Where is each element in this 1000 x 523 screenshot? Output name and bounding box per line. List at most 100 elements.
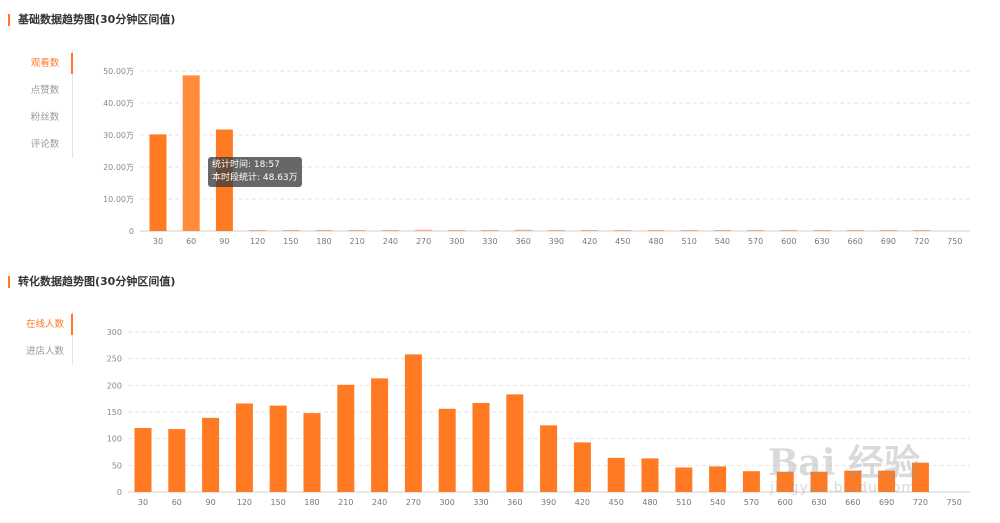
bar [913,230,931,231]
bar [675,467,693,492]
tab-fans[interactable]: 粉丝数 [30,112,60,123]
bar [315,230,333,231]
bar [911,462,929,492]
bar [514,229,532,231]
x-tick-label: 750 [947,498,962,507]
bar [742,471,760,492]
bar [680,230,698,231]
bar [641,458,659,492]
bar [149,134,167,231]
bar [780,230,798,231]
x-tick-label: 330 [482,237,497,246]
x-tick-label: 450 [609,498,624,507]
bar [813,230,831,231]
y-tick-label: 20.00万 [103,163,134,172]
bar [647,230,665,231]
y-tick-label: 150 [107,408,122,417]
bar [371,378,389,492]
x-tick-label: 570 [744,498,759,507]
y-tick-label: 0 [129,227,134,236]
x-tick-label: 120 [250,237,265,246]
x-tick-label: 660 [848,237,863,246]
x-tick-label: 540 [715,237,730,246]
x-tick-label: 60 [186,237,196,246]
bar [481,230,499,231]
bar [747,230,765,231]
x-tick-label: 450 [615,237,630,246]
bar [182,75,200,231]
bar [249,230,267,231]
bar [235,403,253,492]
x-tick-label: 570 [748,237,763,246]
tooltip-time: 统计时间: 18:57 [212,160,280,170]
bar [844,470,862,492]
bar [713,230,731,231]
bar [846,230,864,231]
bar [709,466,727,492]
bar [404,354,422,492]
x-tick-label: 690 [879,498,894,507]
bar [348,230,366,231]
x-tick-label: 30 [153,237,163,246]
y-tick-label: 50.00万 [103,67,134,76]
x-tick-label: 120 [237,498,252,507]
tab-store-visitors[interactable]: 进店人数 [25,346,64,357]
x-tick-label: 510 [676,498,691,507]
bar [448,230,466,231]
x-tick-label: 300 [449,237,464,246]
x-tick-label: 360 [516,237,531,246]
bar [438,408,456,492]
tab-likes[interactable]: 点赞数 [30,85,60,96]
bar [282,230,300,231]
bar [269,405,287,492]
x-tick-label: 240 [372,498,387,507]
bar [202,417,220,492]
x-tick-label: 720 [914,237,929,246]
x-tick-label: 150 [283,237,298,246]
tab-views[interactable]: 观看数 [18,50,73,77]
x-tick-label: 90 [219,237,229,246]
bar [472,402,490,492]
x-tick-label: 600 [778,498,793,507]
x-tick-label: 630 [811,498,826,507]
x-tick-label: 30 [138,498,148,507]
bar [879,230,897,231]
x-tick-label: 90 [206,498,216,507]
x-tick-label: 600 [781,237,796,246]
y-tick-label: 250 [107,355,122,364]
x-tick-label: 60 [172,498,182,507]
x-tick-label: 180 [304,498,319,507]
x-tick-label: 540 [710,498,725,507]
y-tick-label: 30.00万 [103,131,134,140]
x-tick-label: 480 [642,498,657,507]
x-tick-label: 630 [814,237,829,246]
x-tick-label: 660 [845,498,860,507]
tooltip-value: 本时段统计: 48.63万 [212,173,298,183]
x-tick-label: 420 [575,498,590,507]
x-tick-label: 330 [473,498,488,507]
x-tick-label: 720 [913,498,928,507]
bar [547,230,565,231]
bar [303,413,321,492]
y-tick-label: 50 [112,461,122,470]
x-tick-label: 240 [383,237,398,246]
x-tick-label: 270 [416,237,431,246]
bar [878,470,896,492]
x-tick-label: 210 [350,237,365,246]
bar [168,429,186,492]
x-tick-label: 480 [648,237,663,246]
y-tick-label: 200 [107,381,122,390]
x-tick-label: 150 [271,498,286,507]
y-tick-label: 40.00万 [103,99,134,108]
tab-online-users[interactable]: 在线人数 [18,311,73,338]
bar [337,384,355,492]
y-tick-label: 10.00万 [103,195,134,204]
bar [607,457,625,492]
y-tick-label: 0 [117,488,122,497]
y-tick-label: 100 [107,435,122,444]
tab-comments[interactable]: 评论数 [30,139,60,150]
x-tick-label: 390 [549,237,564,246]
bar [581,230,599,231]
chart2-title: 转化数据趋势图(30分钟区间值) [8,276,175,288]
bar [540,425,558,492]
